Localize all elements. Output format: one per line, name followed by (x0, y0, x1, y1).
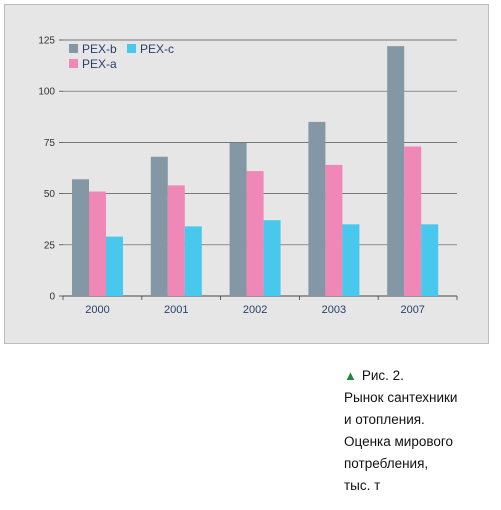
x-tick-label: 2001 (164, 304, 188, 316)
y-tick-label: 50 (44, 189, 56, 200)
legend-label-pex-c: PEX-c (140, 42, 174, 56)
bar-pex-c-2007 (421, 224, 439, 296)
bars (72, 46, 439, 297)
bar-pex-a-2007 (404, 146, 422, 296)
y-tick-label: 75 (44, 138, 56, 149)
bar-pex-b-2000 (72, 179, 89, 296)
y-tick-label: 100 (38, 87, 55, 98)
caption-line: Рынок сантехники (344, 390, 458, 405)
bar-pex-c-2001 (184, 226, 202, 296)
x-tick-label: 2007 (400, 304, 424, 316)
y-tick-label: 25 (44, 240, 56, 251)
bar-pex-a-2003 (325, 164, 343, 296)
caption-line: и отопления. (344, 412, 425, 427)
bar-pex-a-2002 (246, 171, 264, 296)
legend-label-pex-b: PEX-b (82, 42, 117, 56)
x-axis-ticks: 2000 2001 2002 2003 2007 (62, 296, 458, 316)
y-axis-ticks: 0 25 50 75 100 125 (38, 36, 63, 303)
legend-swatch-pex-b (69, 44, 78, 53)
x-tick-label: 2002 (243, 304, 267, 316)
bar-pex-c-2000 (106, 236, 123, 296)
legend-swatch-pex-c (127, 44, 136, 53)
x-tick-label: 2003 (322, 304, 346, 316)
bar-pex-a-2000 (89, 191, 106, 296)
x-tick-label: 2000 (85, 304, 109, 316)
bar-pex-c-2003 (342, 224, 360, 296)
bar-pex-b-2001 (150, 156, 168, 296)
chart-panel: 0 25 50 75 100 125 2000 2001 2002 2003 2007 PEX-b… (4, 4, 489, 344)
bar-pex-a-2001 (167, 185, 185, 296)
legend-swatch-pex-a (69, 59, 78, 68)
bar-pex-b-2002 (229, 142, 247, 296)
figure-caption: ▲ Рис. 2. Рынок сантехники и отопления. О… (344, 365, 494, 497)
legend-label-pex-a: PEX-a (82, 57, 117, 71)
caption-line: потребления, (344, 456, 429, 471)
y-tick-label: 125 (38, 36, 55, 47)
caption-line: Оценка мирового (344, 434, 454, 449)
caption-title-line: ▲ Рис. 2. (344, 365, 494, 387)
bar-chart: 0 25 50 75 100 125 2000 2001 2002 2003 2007 PEX-b… (38, 36, 458, 316)
y-tick-label: 0 (49, 292, 55, 303)
triangle-up-icon: ▲ (344, 368, 357, 383)
bar-pex-b-2007 (387, 46, 405, 297)
bar-pex-c-2002 (263, 220, 281, 296)
bar-pex-b-2003 (308, 121, 326, 296)
caption-figure-label: Рис. 2. (361, 368, 404, 383)
legend: PEX-b PEX-c PEX-a (69, 42, 174, 71)
caption-line: тыс. т (344, 478, 381, 493)
